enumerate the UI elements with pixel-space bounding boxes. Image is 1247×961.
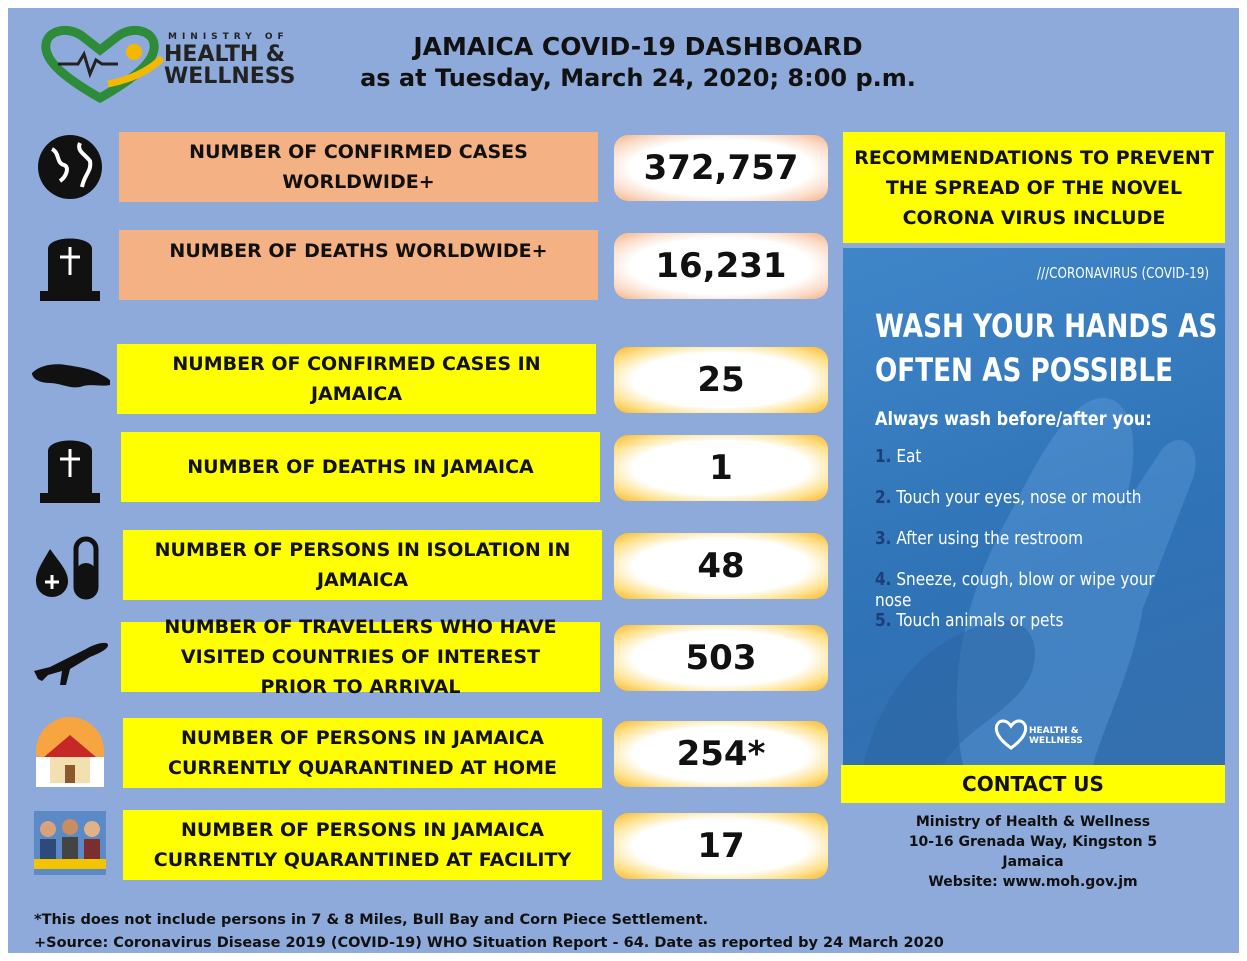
- stat-label: NUMBER OF TRAVELLERS WHO HAVE VISITED CO…: [121, 622, 600, 692]
- stat-value: 17: [614, 813, 828, 879]
- footnote: +Source: Coronavirus Disease 2019 (COVID…: [34, 935, 944, 951]
- poster-item: 4. Sneeze, cough, blow or wipe your nose: [875, 569, 1173, 611]
- stat-label: NUMBER OF DEATHS WORLDWIDE+: [119, 230, 598, 300]
- dashboard: MINISTRY OF HEALTH & WELLNESS JAMAICA CO…: [8, 8, 1239, 953]
- stat-icon: [30, 621, 110, 693]
- poster-item: 3. After using the restroom: [875, 528, 1083, 549]
- stat-value: 503: [614, 625, 828, 691]
- stat-value: 48: [614, 533, 828, 599]
- contact-line: Website: www.moh.gov.jm: [841, 874, 1225, 890]
- poster-logo: WELLNESS: [1029, 736, 1083, 746]
- contact-line: Jamaica: [841, 854, 1225, 870]
- stat-value: 1: [614, 435, 828, 501]
- footnote: *This does not include persons in 7 & 8 …: [34, 912, 708, 928]
- stat-icon: [30, 131, 110, 203]
- stat-label: NUMBER OF PERSONS IN ISOLATION IN JAMAIC…: [123, 530, 602, 600]
- stat-label: NUMBER OF CONFIRMED CASES IN JAMAICA: [117, 344, 596, 414]
- poster: ///CORONAVIRUS (COVID-19) WASH YOUR HAND…: [843, 248, 1225, 765]
- item-number: 1.: [875, 446, 891, 467]
- logo-top: MINISTRY OF: [168, 32, 289, 42]
- contact-line: 10-16 Grenada Way, Kingston 5: [841, 834, 1225, 850]
- logo-heart: [38, 24, 168, 104]
- poster-item: 2. Touch your eyes, nose or mouth: [875, 487, 1141, 508]
- stat-label: NUMBER OF CONFIRMED CASES WORLDWIDE+: [119, 132, 598, 202]
- poster-item: 1. Eat: [875, 446, 921, 467]
- stat-icon: [30, 809, 110, 881]
- stat-label: NUMBER OF PERSONS IN JAMAICA CURRENTLY Q…: [123, 810, 602, 880]
- item-text: Touch animals or pets: [896, 610, 1063, 631]
- logo-line: WELLNESS: [164, 66, 295, 88]
- item-text: Eat: [896, 446, 921, 467]
- stat-label: NUMBER OF DEATHS IN JAMAICA: [121, 432, 600, 502]
- stat-icon: [30, 529, 110, 601]
- poster-logo: HEALTH &: [1029, 726, 1079, 736]
- item-number: 3.: [875, 528, 891, 549]
- poster-item: 5. Touch animals or pets: [875, 610, 1063, 631]
- stat-value: 16,231: [614, 233, 828, 299]
- title: JAMAICA COVID-19 DASHBOARD: [288, 32, 988, 61]
- contact-line: Ministry of Health & Wellness: [841, 814, 1225, 830]
- stat-icon: [30, 229, 110, 301]
- item-text: Sneeze, cough, blow or wipe your nose: [875, 569, 1155, 611]
- stat-label: NUMBER OF PERSONS IN JAMAICA CURRENTLY Q…: [123, 718, 602, 788]
- recommendations-title: RECOMMENDATIONS TO PREVENT THE SPREAD OF…: [843, 132, 1225, 243]
- body: MINISTRY OF HEALTH & WELLNESS JAMAICA CO…: [0, 0, 1247, 961]
- stat-value: 25: [614, 347, 828, 413]
- item-number: 4.: [875, 569, 891, 590]
- subtitle: as at Tuesday, March 24, 2020; 8:00 p.m.: [288, 64, 988, 92]
- item-text: After using the restroom: [896, 528, 1083, 549]
- stat-icon: [30, 717, 110, 789]
- page: Jamaica COVID-19 Dashboard { "header": {…: [0, 0, 1247, 961]
- item-number: 2.: [875, 487, 891, 508]
- poster-tag: ///CORONAVIRUS (COVID-19): [1037, 264, 1209, 282]
- poster-logo-icon: [993, 718, 1029, 750]
- item-number: 5.: [875, 610, 891, 631]
- stat-value: 372,757: [614, 135, 828, 201]
- stat-icon: [30, 431, 110, 503]
- poster-headline: WASH YOUR HANDS AS OFTEN AS POSSIBLE: [875, 304, 1219, 392]
- contact-title: CONTACT US: [841, 765, 1225, 803]
- stat-value: 254*: [614, 721, 828, 787]
- logo-line: HEALTH &: [164, 44, 285, 66]
- item-text: Touch your eyes, nose or mouth: [896, 487, 1141, 508]
- stat-icon: [30, 343, 110, 415]
- poster-intro: Always wash before/after you:: [875, 408, 1152, 430]
